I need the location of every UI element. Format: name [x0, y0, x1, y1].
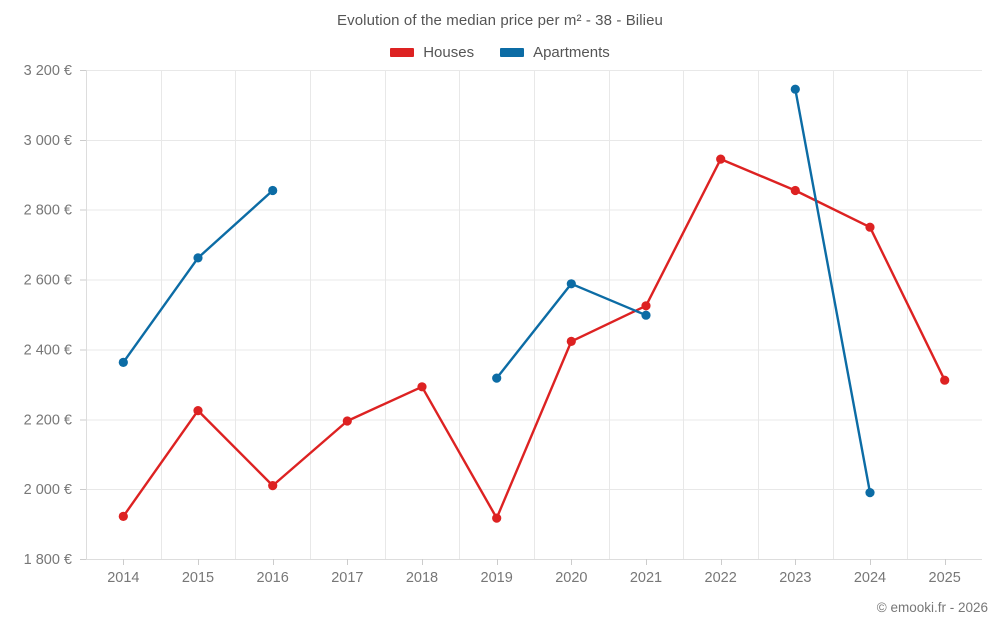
series-line-apartments — [495, 282, 648, 380]
tickmarks-group — [80, 70, 946, 565]
y-axis-tick-label: 2 200 € — [24, 412, 72, 428]
legend-swatch-apartments — [500, 48, 525, 57]
legend-label-apartments: Apartments — [533, 44, 610, 61]
y-axis-labels: 3 200 € 3 000 € 2 800 € 2 600 € 2 400 € 2 200… — [24, 63, 72, 568]
data-point-apartments-2019[interactable] — [492, 373, 502, 383]
series-markers — [118, 84, 950, 523]
x-axis-tick-label: 2024 — [854, 570, 886, 586]
y-axis-tick-label: 3 200 € — [24, 63, 72, 79]
data-point-houses-2019[interactable] — [492, 513, 502, 523]
x-axis-tick-label: 2021 — [630, 570, 662, 586]
data-point-apartments-2021[interactable] — [641, 310, 651, 320]
data-point-houses-2017[interactable] — [342, 416, 352, 426]
y-axis-tick-label: 2 600 € — [24, 273, 72, 289]
series-line-apartments — [122, 189, 274, 364]
data-point-houses-2021[interactable] — [641, 301, 651, 311]
data-point-apartments-2024[interactable] — [865, 488, 875, 498]
x-axis-tick-label: 2023 — [779, 570, 811, 586]
x-axis-tick-label: 2019 — [481, 570, 513, 586]
data-point-houses-2023[interactable] — [790, 185, 800, 196]
y-axis-tick-label: 2 000 € — [24, 482, 72, 498]
data-point-apartments-2014[interactable] — [118, 357, 128, 367]
gridlines-group — [86, 70, 982, 560]
legend-item-apartments[interactable]: Apartments — [500, 44, 610, 61]
x-axis-tick-label: 2018 — [406, 570, 438, 586]
legend-label-houses: Houses — [423, 44, 475, 61]
data-point-houses-2014[interactable] — [118, 511, 128, 521]
data-point-apartments-2015[interactable] — [193, 253, 203, 263]
legend-item-houses[interactable]: Houses — [390, 44, 474, 61]
data-point-houses-2020[interactable] — [566, 336, 576, 346]
chart-title: Evolution of the median price per m² - 3… — [337, 12, 663, 29]
y-axis-tick-label: 2 400 € — [24, 342, 72, 358]
axis-lines-group — [86, 70, 982, 560]
legend-swatch-houses — [390, 48, 415, 57]
x-axis-tick-label: 2015 — [182, 570, 214, 586]
x-axis-tick-label: 2020 — [555, 570, 587, 586]
y-axis-tick-label: 3 000 € — [24, 133, 72, 149]
data-point-apartments-2016[interactable] — [268, 185, 278, 196]
x-axis-labels: 2014 2015 2016 2017 2018 2019 2020 2021 2022 2023… — [107, 570, 961, 586]
copyright-credit: © emooki.fr - 2026 — [876, 600, 988, 615]
y-axis-tick-label: 2 800 € — [24, 203, 72, 219]
x-axis-tick-label: 2016 — [257, 570, 289, 586]
data-point-houses-2015[interactable] — [193, 406, 203, 416]
x-axis-tick-label: 2025 — [929, 570, 961, 586]
x-axis-tick-label: 2017 — [331, 570, 363, 586]
x-axis-tick-label: 2022 — [705, 570, 737, 586]
data-point-houses-2018[interactable] — [417, 382, 427, 392]
series-line-apartments — [794, 87, 872, 494]
data-point-houses-2025[interactable] — [940, 375, 950, 385]
x-axis-tick-label: 2014 — [107, 570, 139, 586]
chart-legend: Houses Apartments — [0, 44, 1000, 61]
data-point-houses-2016[interactable] — [268, 481, 278, 491]
data-point-apartments-2023[interactable] — [790, 84, 800, 94]
y-axis-tick-label: 1 800 € — [24, 552, 72, 568]
data-point-apartments-2020[interactable] — [566, 279, 576, 289]
data-point-houses-2024[interactable] — [865, 222, 875, 232]
series-line-houses — [122, 157, 946, 520]
data-point-houses-2022[interactable] — [716, 154, 726, 164]
